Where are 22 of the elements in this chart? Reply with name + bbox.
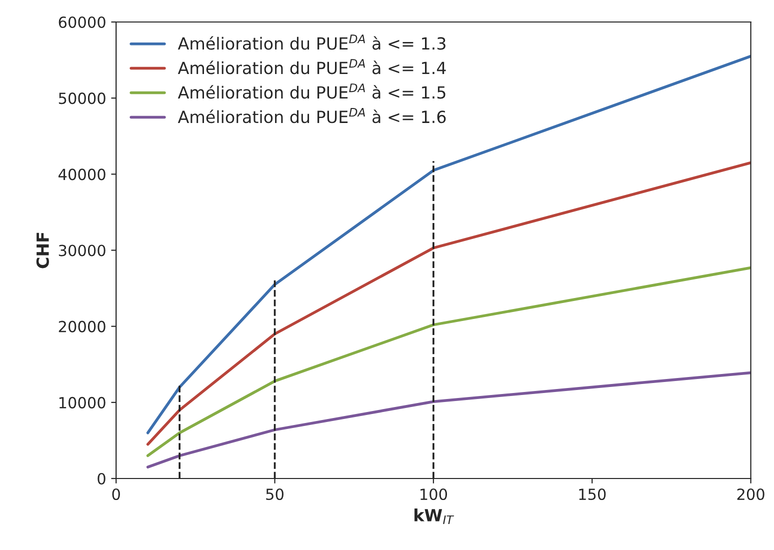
y-tick-label: 10000 — [59, 396, 106, 408]
x-tick-label: 0 — [112, 488, 120, 500]
x-tick-label: 200 — [737, 488, 764, 500]
y-tick-label: 30000 — [58, 244, 106, 256]
line-series — [146, 54, 751, 434]
y-tick-label: 0 — [98, 472, 106, 485]
legend-label: Amélioration du PUE$^{DA}$ à <= 1.5 — [178, 84, 446, 99]
legend-label: Amélioration du PUE$^{DA}$ à <= 1.3 — [178, 34, 446, 50]
x-tick-label: 100 — [420, 488, 448, 500]
y-tick-label: 50000 — [58, 92, 106, 104]
legend-label: Amélioration du PUE$^{DA}$ à <= 1.4 — [178, 59, 446, 74]
line-series — [146, 161, 751, 446]
line-series — [146, 371, 751, 468]
y-tick-label: 40000 — [58, 168, 106, 180]
x-tick-label: 50 — [266, 488, 284, 500]
x-axis-title: kW$_{IT}$ — [414, 508, 454, 524]
x-tick-label: 150 — [579, 488, 606, 500]
y-tick-label: 60000 — [58, 16, 106, 28]
y-axis-title: CHF — [36, 232, 49, 268]
line-series — [146, 266, 751, 458]
legend-label: Amélioration du PUE$^{DA}$ à <= 1.6 — [178, 108, 446, 124]
y-tick-label: 20000 — [58, 320, 106, 332]
